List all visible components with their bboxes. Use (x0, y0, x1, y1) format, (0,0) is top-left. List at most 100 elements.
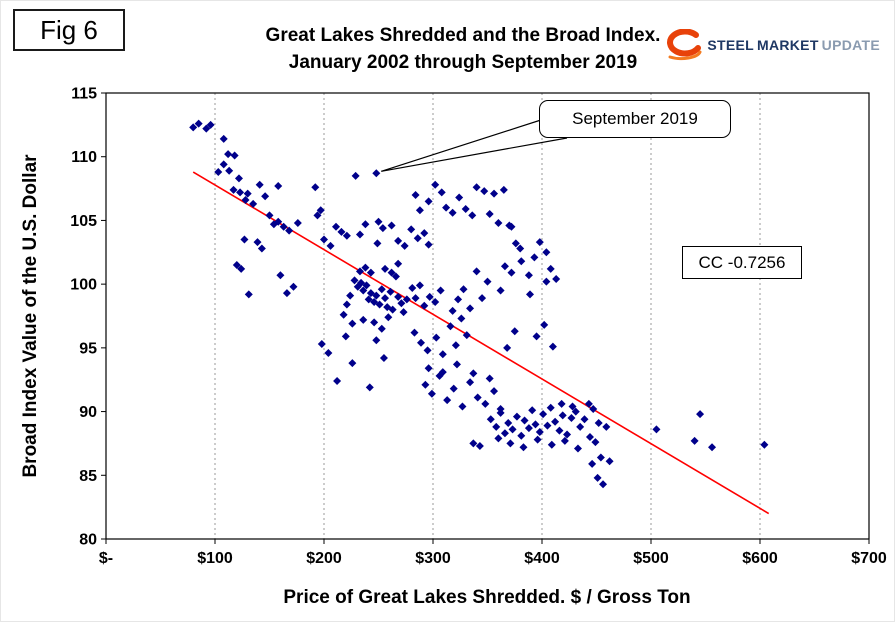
scatter-point (219, 134, 228, 143)
y-tick-label: 95 (79, 340, 97, 357)
scatter-point (506, 439, 515, 448)
scatter-point (437, 188, 446, 197)
scatter-point (244, 290, 253, 299)
scatter-point (431, 297, 440, 306)
scatter-point (573, 444, 582, 453)
scatter-point (421, 380, 430, 389)
scatter-point (388, 305, 397, 314)
scatter-point (448, 306, 457, 315)
scatter-point (410, 328, 419, 337)
scatter-point (355, 267, 364, 276)
scatter-point (411, 190, 420, 199)
logo-text-steel: STEEL (707, 37, 754, 53)
scatter-point (255, 180, 264, 189)
scatter-point (408, 283, 417, 292)
scatter-point (492, 422, 501, 431)
scatter-point (384, 313, 393, 322)
smu-logo: STEEL MARKET UPDATE (660, 29, 880, 61)
scatter-point (652, 425, 661, 434)
scatter-point (546, 403, 555, 412)
scatter-point (194, 119, 203, 128)
scatter-point (690, 436, 699, 445)
scatter-point (472, 267, 481, 276)
scatter-point (588, 459, 597, 468)
scatter-point (436, 286, 445, 295)
smu-logo-swoosh-icon (667, 29, 702, 61)
scatter-point (372, 336, 381, 345)
scatter-point (535, 427, 544, 436)
scatter-point (524, 424, 533, 433)
scatter-point (265, 211, 274, 220)
scatter-point (599, 480, 608, 489)
scatter-point (424, 364, 433, 373)
x-tick-label: $700 (851, 550, 887, 567)
scatter-point (485, 210, 494, 219)
scatter-point (594, 419, 603, 428)
scatter-point (542, 277, 551, 286)
correlation-box: CC -0.7256 (682, 246, 802, 279)
scatter-point (333, 376, 342, 385)
scatter-point (472, 183, 481, 192)
scatter-point (483, 277, 492, 286)
scatter-point (206, 120, 215, 129)
scatter-point (424, 197, 433, 206)
scatter-point (532, 332, 541, 341)
scatter-point (466, 378, 475, 387)
scatter-point (584, 399, 593, 408)
scatter-point (351, 171, 360, 180)
scatter-point (496, 408, 505, 417)
scatter-point (540, 320, 549, 329)
scatter-point (394, 292, 403, 301)
figure-label: Fig 6 (40, 14, 98, 45)
scatter-point (490, 189, 499, 198)
scatter-point (517, 257, 526, 266)
scatter-point (708, 443, 717, 452)
scatter-point (516, 244, 525, 253)
scatter-point (317, 340, 326, 349)
scatter-point (359, 315, 368, 324)
scatter-point (466, 304, 475, 313)
scatter-point (276, 271, 285, 280)
scatter-point (425, 292, 434, 301)
scatter-point (337, 227, 346, 236)
scatter-point (261, 192, 270, 201)
x-tick-label: $500 (633, 550, 669, 567)
scatter-point (237, 264, 246, 273)
scatter-point (377, 324, 386, 333)
scatter-point (508, 425, 517, 434)
y-tick-label: 90 (79, 404, 97, 421)
scatter-point (313, 211, 322, 220)
scatter-point (507, 268, 516, 277)
scatter-point (420, 301, 429, 310)
scatter-point (236, 188, 245, 197)
scatter-point (374, 217, 383, 226)
scatter-point (503, 343, 512, 352)
callout-label: September 2019 (572, 109, 698, 128)
scatter-point (202, 124, 211, 133)
scatter-point (355, 230, 364, 239)
scatter-point (480, 187, 489, 196)
scatter-point (386, 287, 395, 296)
scatter-point (361, 220, 370, 229)
scatter-point (446, 322, 455, 331)
scatter-point (543, 421, 552, 430)
scatter-point (225, 166, 234, 175)
scatter-point (443, 396, 452, 405)
y-axis-title: Broad Index Value of the U.S. Dollar (20, 154, 41, 478)
scatter-point (339, 310, 348, 319)
scatter-point (399, 308, 408, 317)
scatter-point (438, 350, 447, 359)
scatter-point (481, 399, 490, 408)
scatter-point (448, 208, 457, 217)
scatter-point (427, 389, 436, 398)
scatter-point (485, 374, 494, 383)
x-tick-label: $300 (415, 550, 451, 567)
scatter-point (500, 262, 509, 271)
scatter-point (282, 289, 291, 298)
scatter-point (348, 359, 357, 368)
scatter-point (551, 417, 560, 426)
scatter-point (512, 412, 521, 421)
scatter-point (423, 346, 432, 355)
scatter-point (373, 239, 382, 248)
